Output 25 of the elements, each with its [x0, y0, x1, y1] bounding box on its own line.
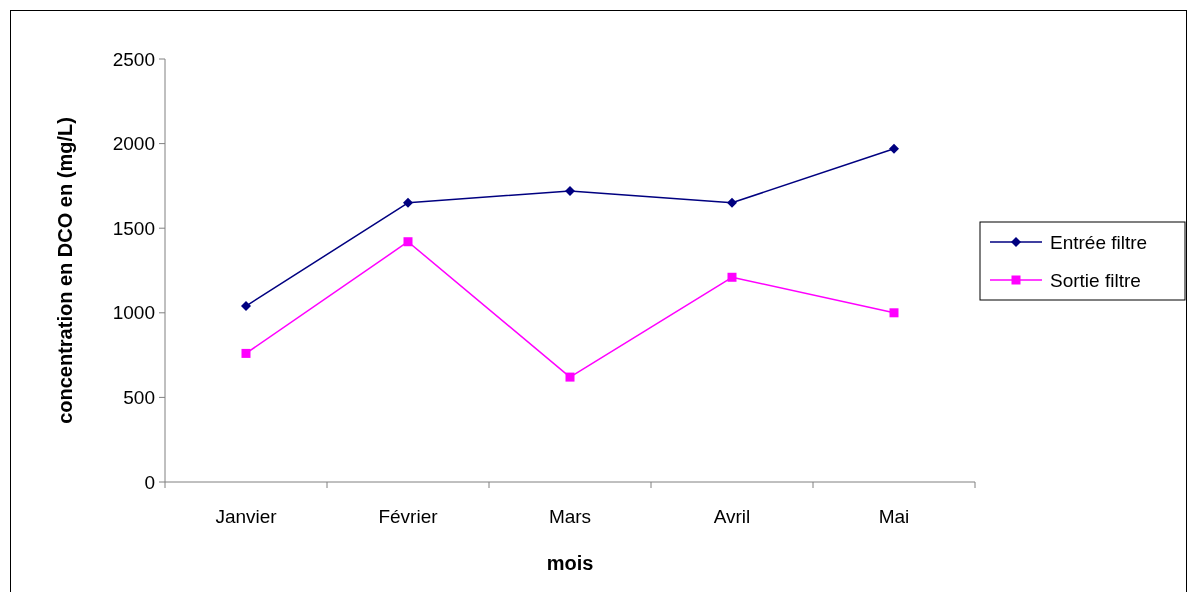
y-tick-label: 1500	[112, 217, 155, 239]
legend-label: Entrée filtre	[1050, 231, 1148, 253]
legend-label: Sortie filtre	[1050, 269, 1141, 291]
point	[565, 185, 575, 196]
y-tick-label: 1000	[112, 302, 155, 324]
y-tick-label: 500	[123, 387, 155, 409]
point	[727, 272, 737, 282]
y-axis-title: concentration en DCO en (mg/L)	[54, 117, 76, 424]
x-tick-label: Janvier	[215, 506, 278, 527]
x-tick-label: Mars	[548, 506, 592, 527]
point	[403, 197, 413, 208]
point	[403, 237, 413, 247]
point	[889, 143, 899, 154]
point	[241, 301, 251, 312]
point	[727, 197, 737, 208]
x-axis-title: mois	[546, 552, 594, 574]
x-tick-label: Mai	[878, 506, 910, 527]
point	[565, 372, 575, 382]
y-tick-label: 2500	[112, 48, 155, 70]
x-tick-label: Février	[378, 506, 439, 527]
y-tick-label: 2000	[112, 133, 155, 155]
y-tick-label: 0	[144, 471, 155, 493]
point	[889, 308, 899, 318]
x-tick-label: Avril	[713, 506, 751, 527]
point	[241, 348, 251, 358]
